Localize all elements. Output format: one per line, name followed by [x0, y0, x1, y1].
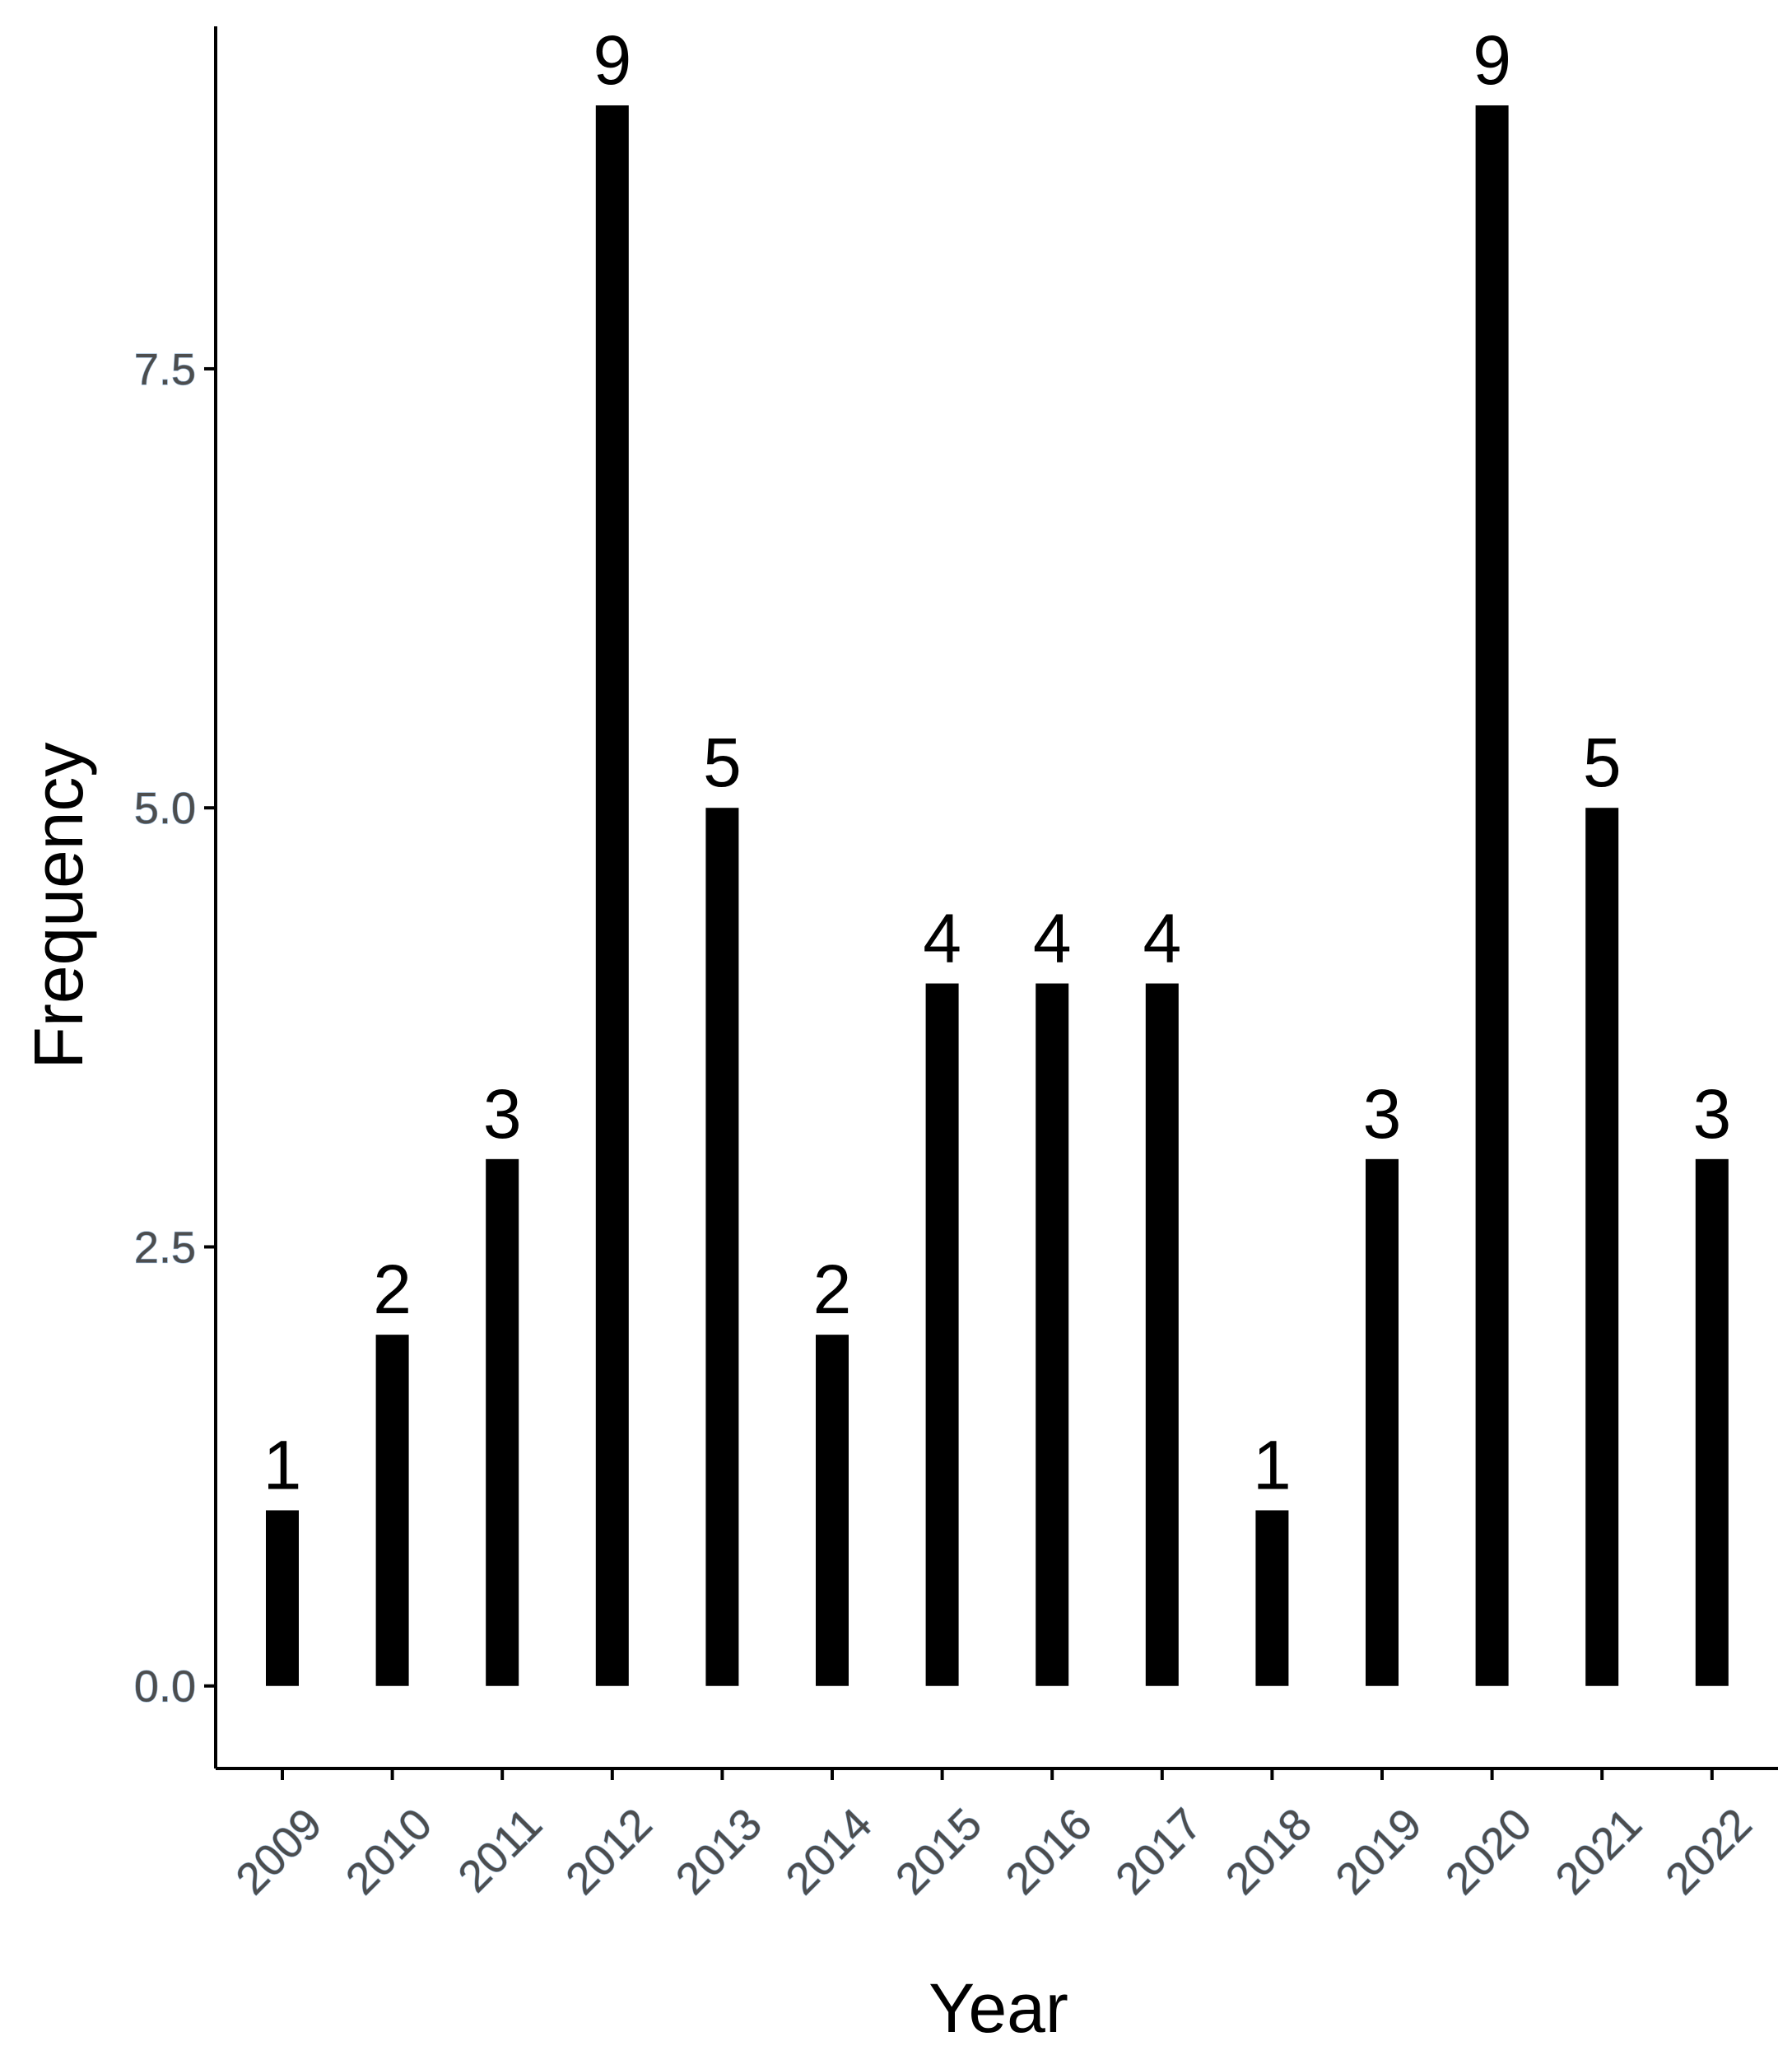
bar-label-2012: 9 — [593, 21, 631, 99]
bar-2010 — [375, 1335, 409, 1686]
bar-2014 — [816, 1335, 849, 1686]
bar-label-2015: 4 — [923, 900, 961, 977]
x-tick-label-2019: 2019 — [1326, 1799, 1431, 1904]
x-tick-label-2021: 2021 — [1546, 1799, 1650, 1904]
y-ticks-layer: 0.0 2.5 5.0 7.5 — [133, 344, 216, 1712]
bar-label-2021: 5 — [1583, 724, 1622, 801]
x-tick-label-2017: 2017 — [1106, 1799, 1211, 1904]
bar-2011 — [486, 1158, 519, 1686]
bar-label-2009: 1 — [263, 1426, 302, 1503]
y-tick-label-2.5: 2.5 — [134, 1223, 196, 1272]
bar-label-2020: 9 — [1473, 21, 1511, 99]
x-axis-title: Year — [929, 1969, 1068, 2047]
bar-label-2013: 5 — [703, 724, 742, 801]
bar-2019 — [1366, 1158, 1399, 1686]
x-tick-label-2022: 2022 — [1656, 1799, 1761, 1904]
y-tick-label-5.0: 5.0 — [134, 784, 196, 833]
y-tick-label-7.5: 7.5 — [134, 345, 196, 394]
x-ticks-layer: 2009 2010 2011 2012 2013 2014 2015 2016 2017 2018… — [226, 1768, 1762, 1904]
bar-2021 — [1585, 808, 1619, 1686]
bar-2018 — [1255, 1510, 1289, 1686]
bar-label-2018: 1 — [1253, 1426, 1292, 1503]
y-axis-title: Frequency — [20, 743, 97, 1069]
bar-label-2017: 4 — [1143, 900, 1181, 977]
x-tick-label-2020: 2020 — [1436, 1799, 1541, 1904]
bar-2017 — [1145, 983, 1179, 1686]
axes-layer — [214, 26, 1778, 1770]
bar-label-2010: 2 — [373, 1251, 412, 1328]
x-tick-label-2015: 2015 — [887, 1799, 991, 1904]
bar-label-2019: 3 — [1363, 1075, 1402, 1153]
bar-2022 — [1695, 1158, 1729, 1686]
x-tick-label-2018: 2018 — [1217, 1799, 1321, 1904]
x-tick-label-2011: 2011 — [449, 1799, 552, 1902]
bar-2012 — [595, 105, 629, 1686]
bar-label-2014: 2 — [813, 1251, 852, 1328]
x-tick-label-2010: 2010 — [337, 1799, 441, 1904]
x-tick-label-2014: 2014 — [776, 1799, 881, 1904]
x-tick-label-2012: 2012 — [556, 1799, 661, 1904]
bar-2013 — [705, 808, 739, 1686]
y-tick-label-0.0: 0.0 — [134, 1662, 196, 1712]
bar-2016 — [1036, 983, 1069, 1686]
bar-label-2022: 3 — [1692, 1075, 1731, 1153]
bar-label-2011: 3 — [483, 1075, 522, 1153]
bar-2015 — [925, 983, 959, 1686]
bar-label-2016: 4 — [1033, 900, 1072, 977]
x-tick-label-2009: 2009 — [226, 1799, 331, 1904]
bars-layer — [266, 105, 1729, 1686]
x-tick-label-2016: 2016 — [996, 1799, 1101, 1904]
bar-2009 — [266, 1510, 299, 1686]
x-tick-label-2013: 2013 — [667, 1799, 771, 1904]
bar-2020 — [1475, 105, 1509, 1686]
